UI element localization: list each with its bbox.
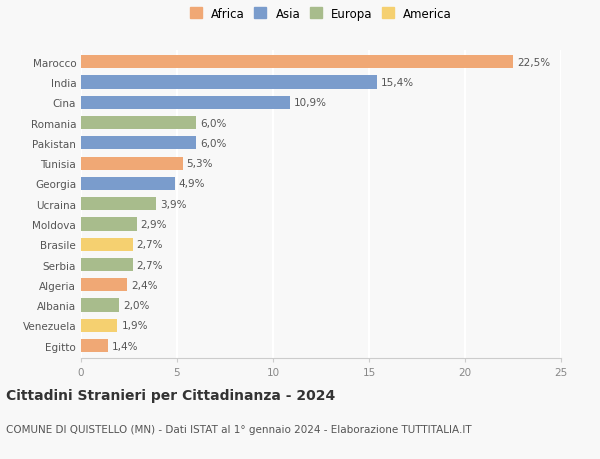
Text: 22,5%: 22,5% [517,58,550,67]
Bar [81,56,513,69]
Text: 2,9%: 2,9% [140,219,167,230]
Bar [81,218,137,231]
Bar [81,157,183,170]
Bar [81,299,119,312]
Text: 1,9%: 1,9% [121,321,148,330]
Bar [81,258,133,272]
Text: 2,7%: 2,7% [137,260,163,270]
Text: 5,3%: 5,3% [187,159,213,169]
Bar [81,319,118,332]
Text: 1,4%: 1,4% [112,341,138,351]
Legend: Africa, Asia, Europa, America: Africa, Asia, Europa, America [187,4,455,24]
Bar [81,137,196,150]
Text: 4,9%: 4,9% [179,179,205,189]
Bar [81,76,377,90]
Text: 2,4%: 2,4% [131,280,157,290]
Bar [81,96,290,110]
Text: COMUNE DI QUISTELLO (MN) - Dati ISTAT al 1° gennaio 2024 - Elaborazione TUTTITAL: COMUNE DI QUISTELLO (MN) - Dati ISTAT al… [6,425,472,435]
Text: 15,4%: 15,4% [380,78,413,88]
Bar [81,198,156,211]
Bar [81,339,108,353]
Text: 3,9%: 3,9% [160,199,186,209]
Text: 2,7%: 2,7% [137,240,163,250]
Bar [81,117,196,130]
Bar [81,178,175,190]
Text: Cittadini Stranieri per Cittadinanza - 2024: Cittadini Stranieri per Cittadinanza - 2… [6,388,335,402]
Text: 6,0%: 6,0% [200,118,226,129]
Text: 2,0%: 2,0% [123,301,149,310]
Text: 10,9%: 10,9% [294,98,327,108]
Bar [81,238,133,251]
Bar [81,279,127,292]
Text: 6,0%: 6,0% [200,139,226,149]
